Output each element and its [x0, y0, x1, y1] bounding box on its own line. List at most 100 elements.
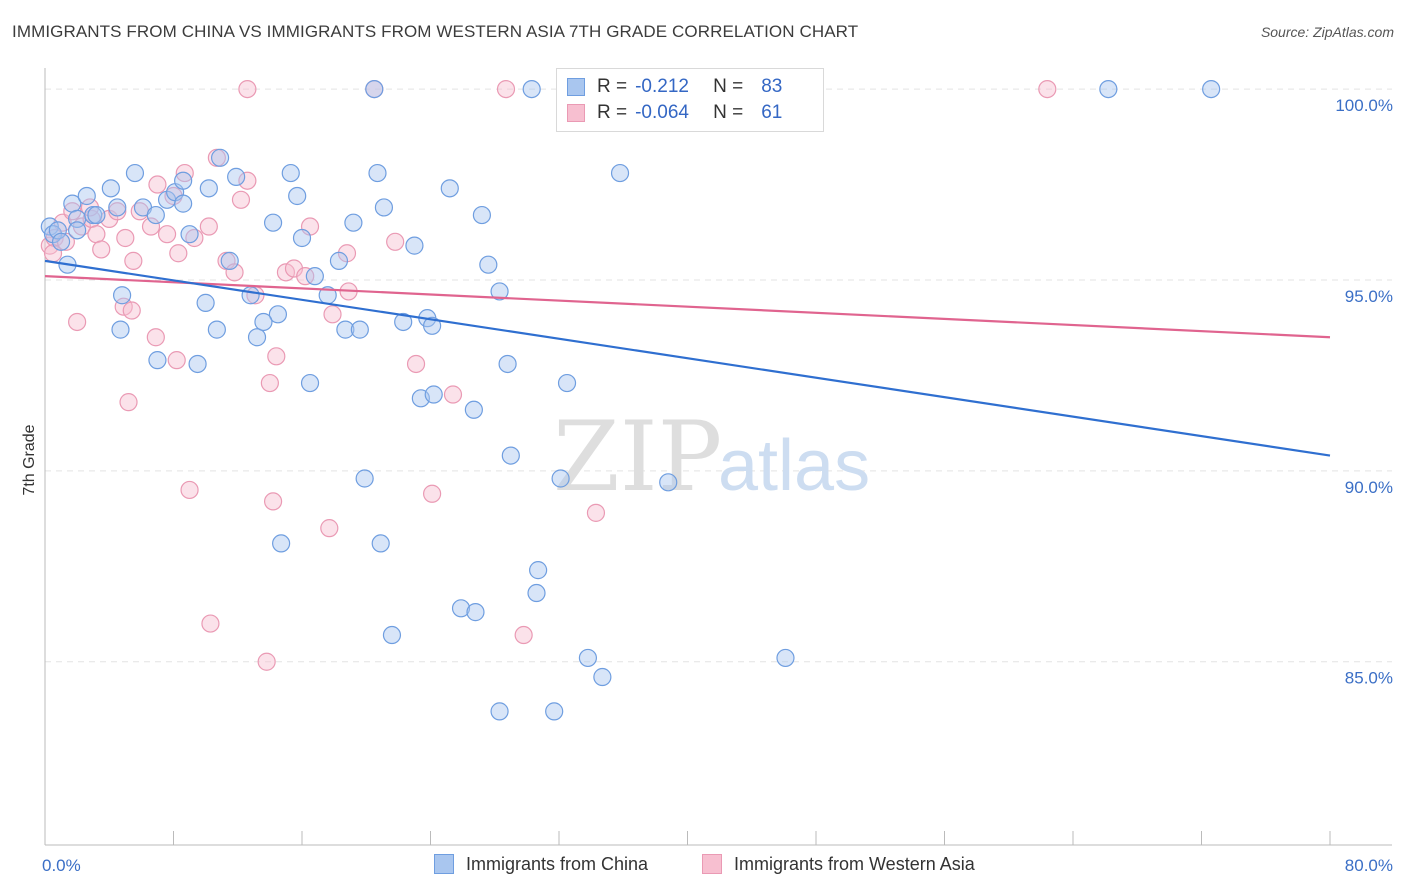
data-point-western-asia	[406, 354, 426, 374]
data-point-western-asia	[443, 385, 463, 404]
data-point-china	[108, 198, 127, 217]
data-point-western-asia	[231, 190, 251, 209]
data-point-china	[174, 171, 193, 190]
data-point-western-asia	[496, 79, 516, 99]
data-point-china	[220, 251, 239, 270]
watermark: ZIP atlas	[553, 401, 870, 513]
data-point-western-asia	[175, 163, 194, 183]
data-point-china	[490, 702, 509, 721]
data-point-china	[578, 648, 598, 668]
data-point-china	[365, 79, 384, 99]
data-point-china	[146, 205, 165, 225]
data-point-western-asia	[68, 312, 87, 332]
y-tick-label: 85.0%	[1345, 669, 1393, 688]
data-point-china	[394, 312, 413, 332]
x-tick-labels: 0.0% 80.0%	[42, 856, 1393, 875]
data-point-western-asia	[1038, 79, 1057, 99]
data-point-western-asia	[296, 267, 315, 286]
data-point-china	[501, 446, 520, 465]
china-n-value: 83	[761, 76, 783, 97]
y-tick-label: 95.0%	[1345, 287, 1393, 306]
data-point-western-asia	[122, 301, 141, 320]
data-point-china	[355, 469, 374, 488]
data-point-china	[344, 213, 363, 232]
data-point-china	[423, 316, 442, 335]
data-point-western-asia	[225, 263, 244, 282]
stats-box: R = -0.212 N = 83 R = -0.064 N = 61	[556, 68, 824, 132]
western-asia-swatch-icon	[567, 104, 585, 122]
trend-line-china	[44, 259, 1331, 457]
data-point-china	[451, 599, 471, 618]
data-point-china	[125, 163, 145, 183]
china-n-label: N =	[713, 76, 744, 97]
data-point-china	[336, 320, 355, 339]
data-point-western-asia	[238, 171, 257, 190]
data-point-china	[288, 186, 307, 206]
data-point-western-asia	[423, 484, 442, 503]
trend-line-western-asia	[44, 275, 1331, 339]
data-point-china	[51, 232, 71, 251]
data-point-china	[522, 79, 541, 99]
legend-item-china[interactable]: Immigrants from China	[434, 850, 648, 878]
data-point-china	[188, 354, 207, 374]
data-point-western-asia	[586, 503, 606, 522]
chart-title: IMMIGRANTS FROM CHINA VS IMMIGRANTS FROM…	[12, 22, 859, 41]
data-point-china	[527, 583, 546, 603]
data-point-china	[241, 286, 260, 305]
data-point-china	[292, 228, 312, 248]
data-point-western-asia	[141, 217, 161, 236]
data-point-china	[545, 702, 564, 721]
data-point-western-asia	[201, 614, 220, 633]
data-point-western-asia	[386, 232, 405, 251]
series-china	[40, 79, 1221, 721]
data-point-china	[196, 293, 215, 312]
western-asia-n-label: N =	[713, 102, 744, 123]
data-point-western-asia	[119, 393, 138, 412]
data-point-western-asia	[267, 347, 286, 366]
data-point-china	[1202, 79, 1221, 99]
series-western-asia	[40, 79, 1057, 671]
data-point-china	[374, 198, 394, 217]
data-point-china	[112, 286, 132, 305]
data-point-western-asia	[167, 351, 186, 370]
china-r-label: R =	[597, 76, 628, 97]
data-point-china	[466, 603, 485, 622]
data-point-china	[227, 167, 246, 186]
data-point-china	[48, 221, 67, 240]
trend-lines	[44, 259, 1331, 457]
china-swatch-icon	[567, 78, 585, 96]
y-axis-title: 7th Grade	[21, 424, 38, 495]
data-point-china	[382, 625, 402, 645]
data-point-china	[368, 163, 387, 183]
grid-lines	[45, 88, 1392, 663]
legend-label-china: Immigrants from China	[466, 853, 649, 874]
data-point-western-asia	[92, 240, 111, 259]
western-asia-r-label: R =	[597, 102, 628, 123]
data-point-china	[247, 328, 267, 347]
china-legend-swatch-icon	[434, 854, 454, 874]
western-asia-n-value: 61	[761, 102, 783, 123]
data-point-western-asia	[146, 328, 165, 347]
watermark-atlas: atlas	[718, 426, 870, 506]
data-point-china	[440, 179, 459, 198]
data-point-china	[472, 205, 491, 225]
data-point-china	[272, 534, 291, 553]
data-point-china	[77, 186, 96, 206]
data-point-china	[199, 179, 218, 198]
data-point-western-asia	[169, 244, 188, 263]
data-point-china	[281, 163, 300, 183]
stats-row-western-asia: R = -0.064 N = 61	[567, 100, 782, 126]
data-point-china	[776, 648, 795, 668]
data-point-china	[305, 267, 324, 286]
data-point-china	[405, 236, 424, 255]
x-tick-label: 80.0%	[1345, 856, 1393, 875]
data-point-china	[207, 320, 226, 339]
data-point-western-asia	[263, 492, 283, 511]
data-point-china	[490, 282, 509, 301]
data-point-china	[479, 255, 498, 274]
data-point-china	[659, 473, 678, 492]
legend-item-western-asia[interactable]: Immigrants from Western Asia	[702, 850, 975, 878]
data-point-western-asia	[108, 202, 127, 221]
data-point-china	[263, 213, 283, 232]
